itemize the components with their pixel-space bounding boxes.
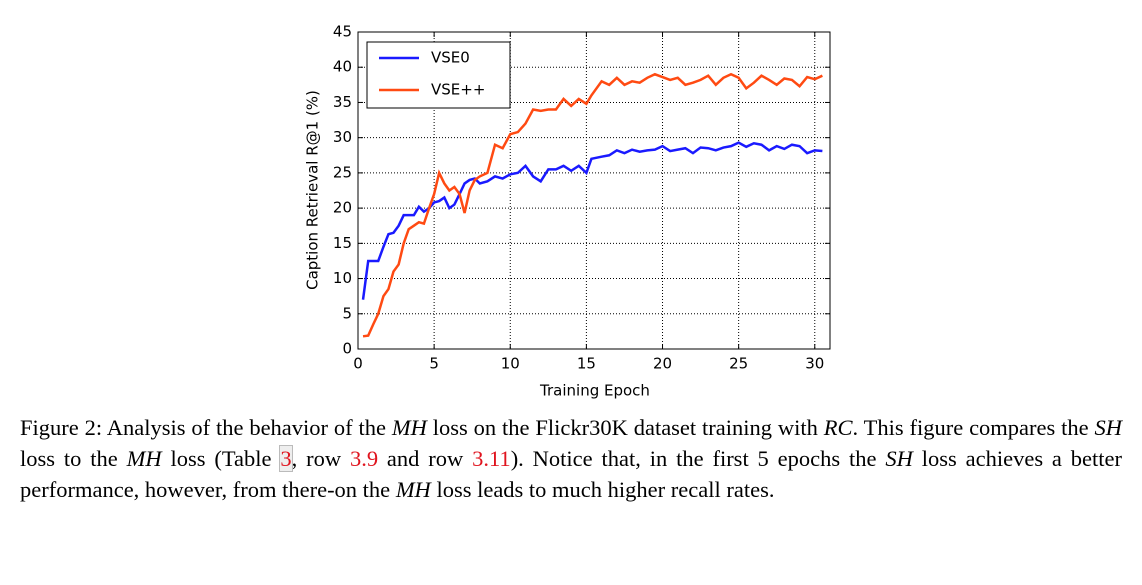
x-tick-label: 25 [729, 355, 748, 373]
caption-text: SH [885, 446, 913, 471]
figure-caption: Figure 2: Analysis of the behavior of th… [20, 412, 1122, 505]
caption-text: loss achieves a better performance, howe… [20, 446, 1122, 502]
row-link[interactable]: 3.9 [349, 446, 379, 471]
caption-text: Figure 2: Analysis of the behavior of th… [20, 415, 392, 440]
x-axis-label: Training Epoch [539, 382, 650, 400]
y-axis-label: Caption Retrieval R@1 (%) [304, 90, 322, 290]
caption-text: loss on the Flickr30K dataset training w… [426, 415, 824, 440]
y-tick-label: 35 [333, 93, 352, 111]
y-tick-label: 10 [333, 269, 352, 287]
chart: Training Epoch Caption Retrieval R@1 (%)… [304, 23, 831, 400]
legend-label: VSE0 [431, 49, 470, 67]
caption-text: , row [291, 446, 350, 471]
x-tick-label: 15 [577, 355, 596, 373]
x-tick-label: 10 [501, 355, 520, 373]
caption-text: MH [126, 446, 162, 471]
y-tick-label: 5 [342, 304, 352, 322]
plot-frame [357, 31, 831, 350]
caption-text: SH [1094, 415, 1123, 440]
x-tick-label: 5 [429, 355, 439, 373]
y-tick-label: 30 [333, 128, 352, 146]
table-link[interactable]: 3 [279, 445, 293, 472]
legend-box [366, 41, 511, 109]
caption-text: loss leads to much higher recall rates. [430, 477, 775, 502]
caption-text: loss to the [20, 446, 127, 471]
y-tick-label: 0 [342, 340, 352, 358]
data-line [362, 72, 823, 338]
data-line [361, 141, 823, 300]
legend-label: VSE++ [431, 81, 485, 99]
y-tick-label: 40 [333, 58, 352, 76]
y-tick-label: 25 [333, 163, 352, 181]
caption-text: RC [823, 415, 853, 440]
caption-text: ). Notice that, in the first 5 epochs th… [510, 446, 886, 471]
x-tick-label: 0 [353, 355, 363, 373]
caption-text: loss (Table [161, 446, 281, 471]
y-tick-label: 15 [333, 234, 352, 252]
caption-text: . This figure compares the [852, 415, 1095, 440]
row-link[interactable]: 3.11 [472, 446, 511, 471]
x-tick-label: 20 [653, 355, 672, 373]
x-tick-label: 30 [805, 355, 824, 373]
caption-text: and row [378, 446, 473, 471]
y-tick-label: 20 [333, 199, 352, 217]
y-tick-label: 45 [333, 23, 352, 41]
caption-text: MH [391, 415, 427, 440]
caption-text: MH [395, 477, 431, 502]
